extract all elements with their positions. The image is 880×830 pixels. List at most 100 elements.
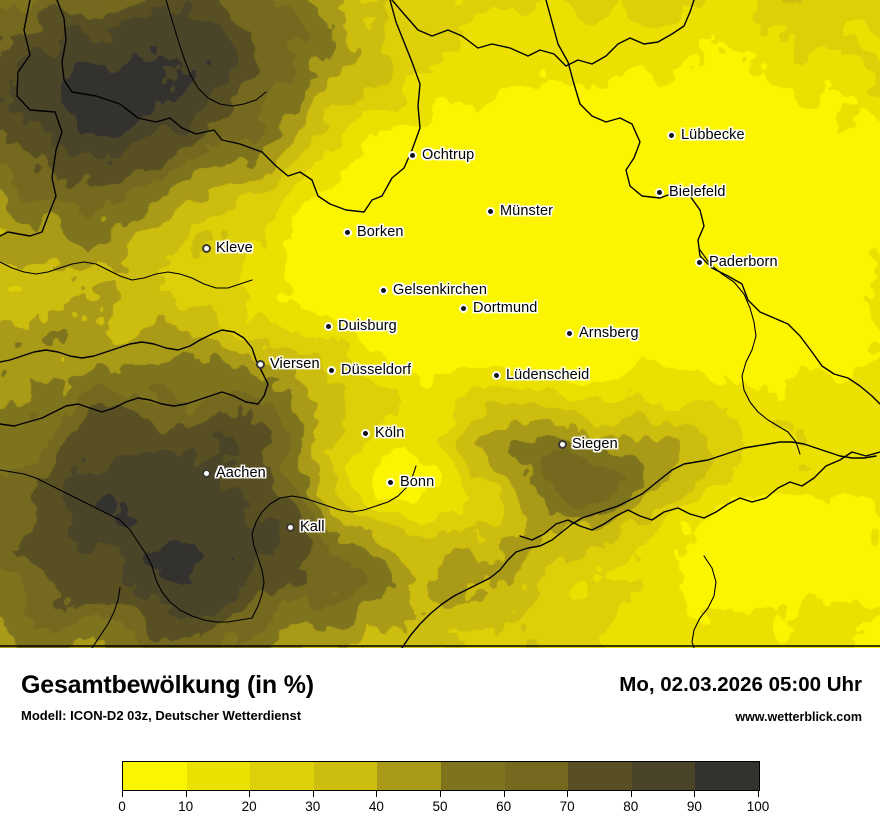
city-marker: Duisburg [324,318,397,334]
city-label: Kleve [216,240,253,256]
colorbar-segment [123,762,187,790]
colorbar-tick-label: 10 [178,799,194,814]
city-marker: Düsseldorf [327,362,411,378]
colorbar-tick [185,791,187,797]
city-marker: Siegen [558,436,618,452]
city-label: Arnsberg [579,325,639,341]
city-label: Lübbecke [681,127,745,143]
colorbar-segment [440,762,505,790]
city-dot-icon [486,206,495,216]
city-dot-icon [667,130,676,140]
cloud-cover-raster [0,0,880,648]
colorbar-segment [313,762,378,790]
city-label: Bielefeld [669,184,726,200]
city-label: Viersen [270,356,320,372]
city-dot-icon [324,321,333,331]
colorbar-tick-label: 0 [118,799,126,814]
city-label: Aachen [216,465,266,481]
city-dot-icon [256,359,265,369]
city-dot-icon [695,257,704,267]
colorbar-segment [504,762,569,790]
city-marker: Arnsberg [565,325,639,341]
colorbar-tick-label: 100 [746,799,770,814]
city-dot-icon [202,243,211,253]
city-marker: Ochtrup [408,147,474,163]
city-dot-icon [492,370,501,380]
city-label: Duisburg [338,318,397,334]
city-dot-icon [202,468,211,478]
colorbar-tick-label: 40 [368,799,384,814]
city-label: Borken [357,224,404,240]
city-label: Siegen [572,436,618,452]
city-marker: Lüdenscheid [492,367,589,383]
city-marker: Köln [361,425,404,441]
city-label: Kall [300,519,325,535]
city-label: Lüdenscheid [506,367,590,383]
city-marker: Bonn [386,474,434,490]
colorbar-segment [250,762,314,790]
city-label: Dortmund [473,300,538,316]
colorbar-tick [630,791,632,797]
colorbar-segment [631,762,696,790]
city-label: Düsseldorf [341,362,412,378]
colorbar-tick-label: 60 [496,799,512,814]
city-marker: Gelsenkirchen [379,282,487,298]
colorbar-tick [440,791,441,797]
city-marker: Viersen [256,356,320,372]
colorbar-segment [568,762,632,790]
city-dot-icon [565,328,574,338]
city-label: Ochtrup [422,147,475,163]
city-label: Paderborn [709,254,778,270]
colorbar-segment [186,762,251,790]
city-dot-icon [361,428,370,438]
city-marker: Dortmund [459,300,537,316]
city-marker: Aachen [202,465,266,481]
site-url: www.wetterblick.com [735,710,862,724]
colorbar-tick-label: 50 [432,799,448,814]
city-dot-icon [327,365,336,375]
city-dot-icon [386,477,395,487]
city-marker: Kall [286,519,325,535]
city-dot-icon [286,522,295,532]
colorbar-tick [312,791,314,797]
colorbar-tick-label: 30 [305,799,321,814]
colorbar-segment [695,762,759,790]
colorbar-tick [503,791,505,797]
city-dot-icon [558,439,567,449]
model-subtitle: Modell: ICON-D2 03z, Deutscher Wetterdie… [21,708,302,723]
colorbar: 0 10 20 30 40 50 60 70 80 90 100 [118,761,769,821]
city-label: Münster [500,203,554,219]
city-label: Gelsenkirchen [393,282,487,298]
city-dot-icon [408,150,417,160]
colorbar-segment [377,762,441,790]
city-dot-icon [655,187,664,197]
city-marker: Borken [343,224,404,240]
city-dot-icon [379,285,388,295]
page-title: Gesamtbewölkung (in %) [21,671,314,699]
colorbar-tick [249,791,251,797]
colorbar-tick [376,791,378,797]
city-label: Bonn [400,474,435,490]
city-label: Köln [375,425,405,441]
city-marker: Lübbecke [667,127,745,143]
colorbar-tick-label: 20 [241,799,257,814]
colorbar-tick-label: 70 [559,799,575,814]
colorbar-tick-label: 80 [623,799,639,814]
colorbar-tick [758,791,759,797]
map-footer: Gesamtbewölkung (in %) Modell: ICON-D2 0… [0,648,880,830]
colorbar-tick [122,791,123,797]
city-marker: Bielefeld [655,184,726,200]
city-dot-icon [343,227,352,237]
colorbar-tick [694,791,696,797]
valid-time: Mo, 02.03.2026 05:00 Uhr [619,673,862,696]
city-dot-icon [459,303,468,313]
colorbar-axis: 0 10 20 30 40 50 60 70 80 90 100 [118,791,769,821]
colorbar-tick [567,791,569,797]
city-marker: Münster [486,203,553,219]
city-marker: Paderborn [695,254,778,270]
cloud-cover-map[interactable]: Lübbecke Ochtrup Bielefeld Münster Borken Kle… [0,0,880,648]
city-marker: Kleve [202,240,253,256]
colorbar-tick-label: 90 [686,799,702,814]
colorbar-gradient [122,761,760,791]
